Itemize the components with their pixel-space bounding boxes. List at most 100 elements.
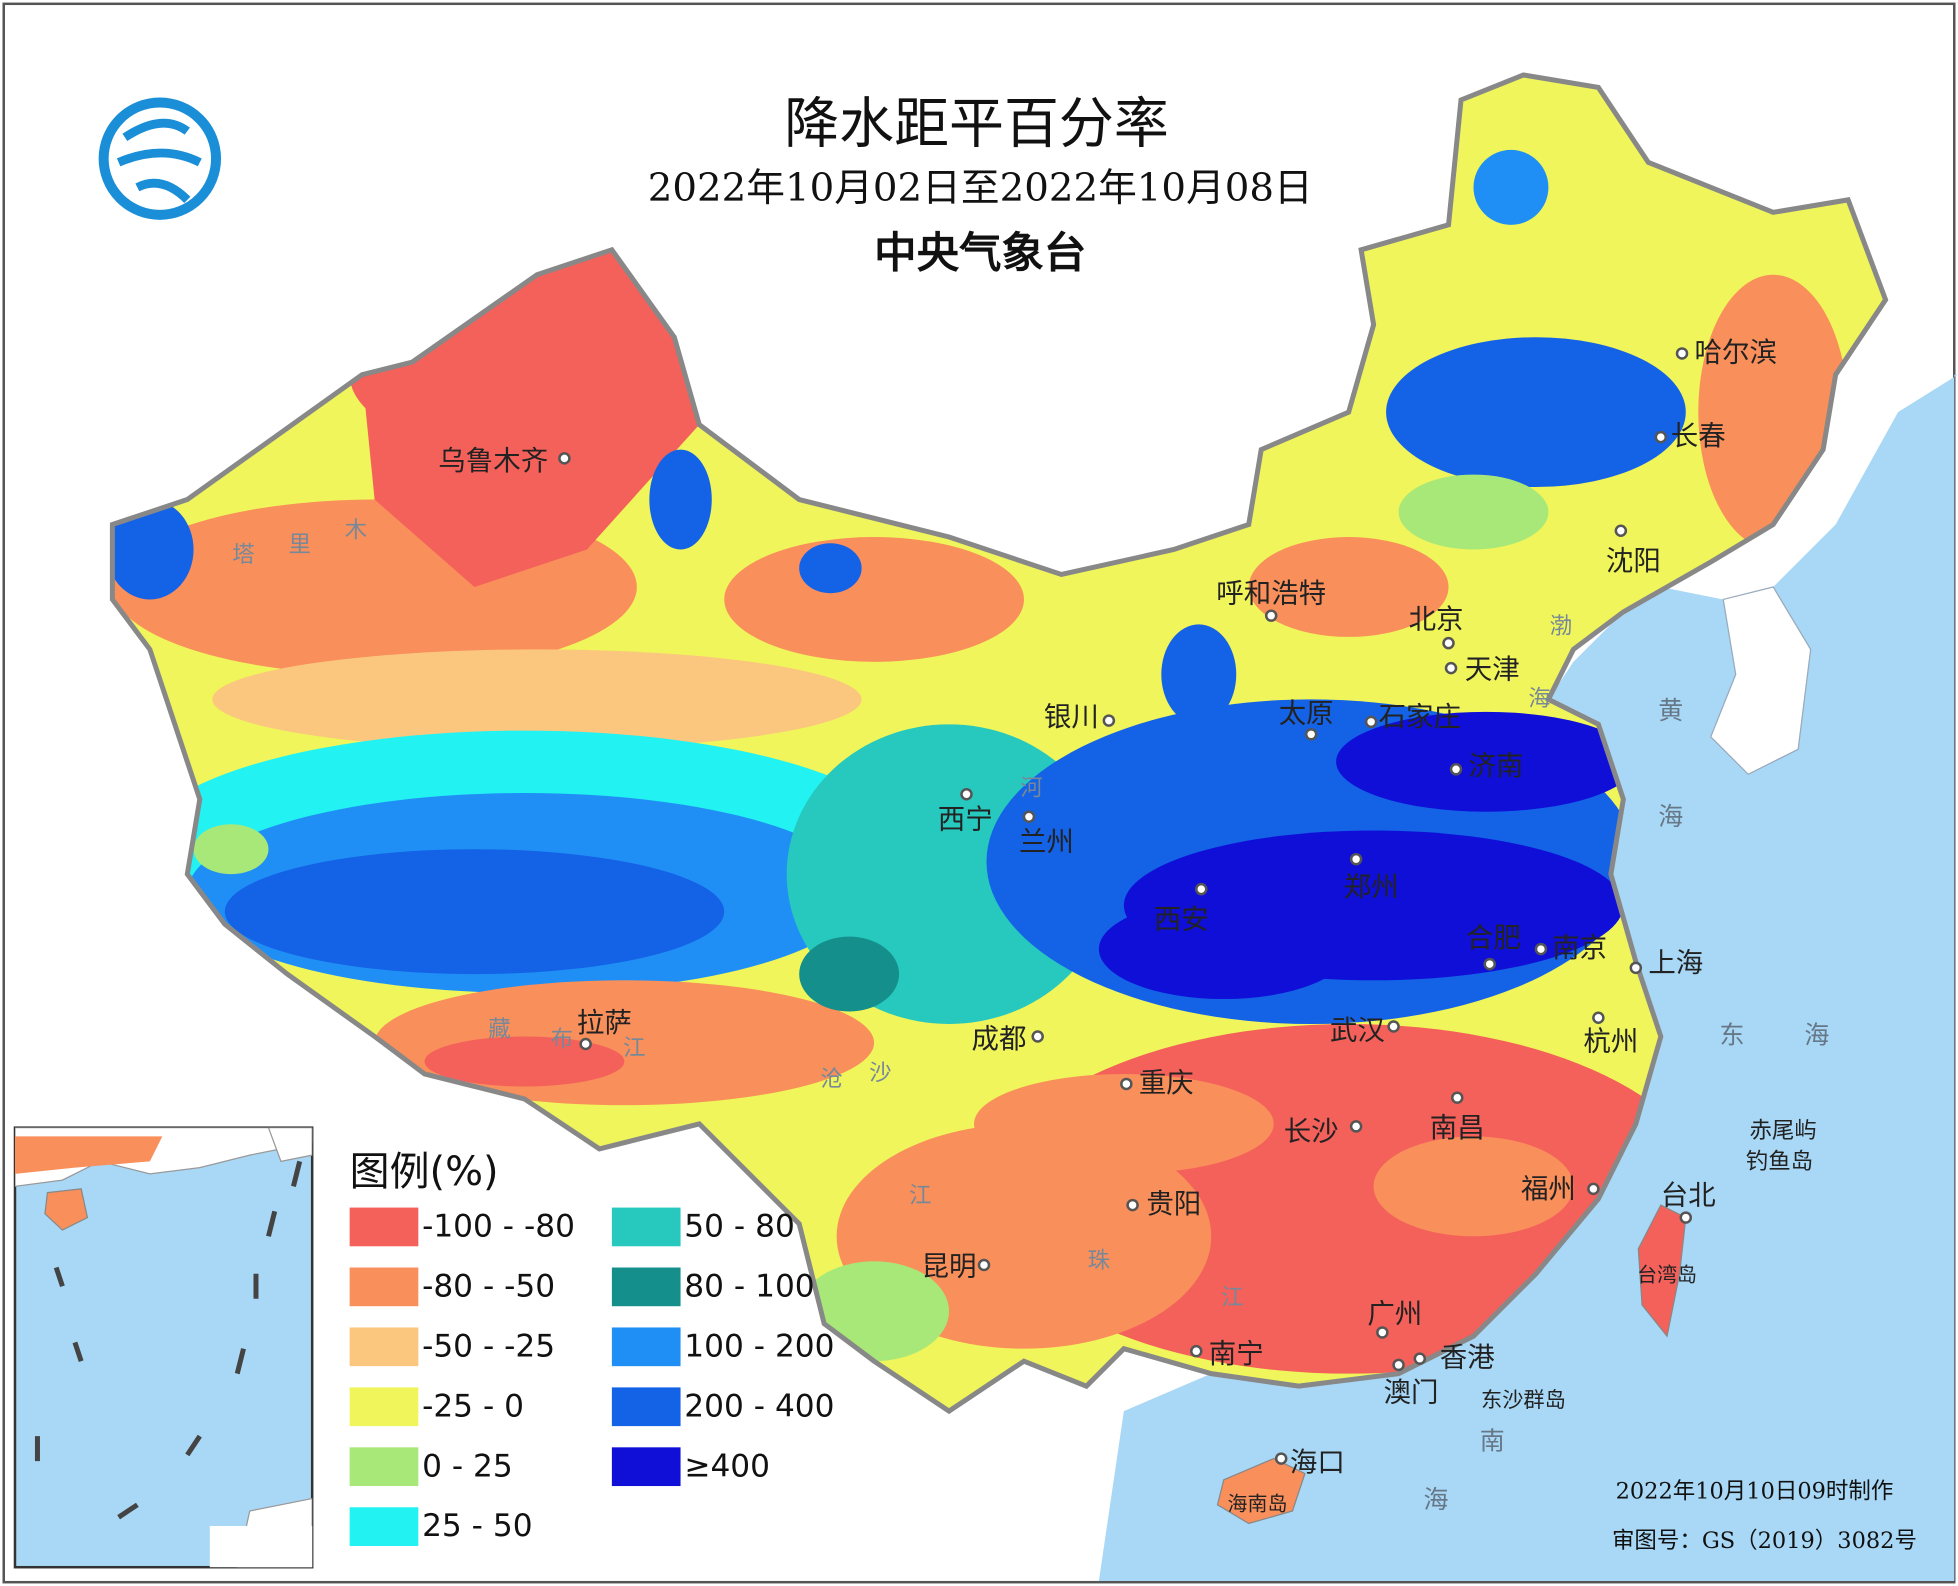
precip-area [1386,337,1686,488]
city-dot [1195,882,1208,896]
city-label: 成都 [972,1024,1027,1055]
precip-area [724,537,1024,662]
city-dot [1592,1011,1605,1025]
map-label: 布 [551,1027,573,1053]
city-dot [1679,1211,1693,1224]
city-label: 天津 [1465,655,1520,686]
city-dot [1102,714,1116,727]
city-dot [1442,636,1455,650]
precip-area [424,1036,625,1087]
legend-swatch [611,1207,681,1247]
legend-swatch [349,1387,419,1427]
map-label: 海南岛 [1228,1491,1288,1515]
legend-label: 80 - 100 [684,1268,814,1304]
precip-area [974,1073,1274,1174]
legend-label: 25 - 50 [422,1508,533,1544]
city-dot [1483,957,1496,971]
city-dot [1451,1091,1464,1104]
map-label: 塔 [232,542,254,568]
approval-note: 审图号：GS（2019）3082号 [1612,1528,1917,1554]
city-label: 贵阳 [1146,1189,1201,1220]
city-dot [977,1258,991,1272]
map-label: 木 [345,517,367,543]
city-label: 长沙 [1284,1117,1339,1148]
map-label: 赤尾屿 [1749,1118,1816,1144]
precip-area [224,849,725,975]
city-label: 福州 [1521,1174,1576,1205]
city-label: 哈尔滨 [1695,337,1777,368]
precip-area [799,936,900,1012]
map-label: 海 [1804,1021,1829,1050]
map-label: 海 [1424,1485,1449,1514]
city-label: 呼和浩特 [1216,578,1326,609]
city-label: 台北 [1661,1180,1716,1211]
legend-label: -50 - -25 [422,1328,555,1364]
city-dot [1364,715,1378,729]
city-dot [1031,1030,1044,1043]
precip-area [193,824,269,875]
city-label: 兰州 [1019,827,1074,858]
hainan [1216,1457,1306,1525]
city-label: 乌鲁木齐 [438,446,548,477]
legend-swatch [349,1327,419,1367]
legend-label: 200 - 400 [684,1388,834,1424]
city-dot [1629,961,1643,975]
city-label: 广州 [1367,1299,1422,1330]
city-label: 昆明 [922,1252,977,1283]
precip-area [1248,537,1449,637]
city-label: 银川 [1044,702,1099,733]
inset [13,1126,314,1569]
city-dot [1654,430,1668,444]
city-dot [1675,347,1689,360]
map-label: 江 [1221,1285,1243,1311]
city-dot [1449,763,1463,776]
city-dot [1392,1358,1405,1372]
city-label: 南昌 [1430,1113,1485,1144]
map-label: 东 [1719,1021,1744,1050]
city-dot [1126,1198,1139,1212]
city-label: 上海 [1648,948,1703,979]
precip-area [212,649,862,750]
made-note: 2022年10月10日09时制作 [1616,1478,1894,1504]
city-dot [1274,1452,1288,1465]
precip-area [1373,1136,1574,1237]
map-label: 沧 [820,1067,842,1093]
precip-area [1473,149,1549,225]
city-dot [1614,524,1628,538]
legend: 图例(%) -100 - -80 -80 - -50 -50 - -25 -25 - … [349,1149,835,1546]
city-dot [1587,1182,1600,1196]
city-dot [1349,852,1363,866]
city-dot [960,788,973,801]
legend-label: -25 - 0 [422,1388,524,1424]
city-dot [1534,942,1548,956]
map-label: 台湾岛 [1637,1263,1697,1287]
precip-area [1161,624,1237,725]
city-dot [558,452,571,465]
legend-swatch [611,1387,681,1427]
city-label: 香港 [1440,1343,1495,1374]
city-label: 杭州 [1583,1027,1638,1058]
korea-land [1710,586,1812,776]
legend-swatch [349,1267,419,1307]
legend-swatch [611,1267,681,1307]
title: 降水距平百分率 [784,92,1169,156]
city-dot [1387,1020,1400,1033]
legend-swatch [349,1447,419,1487]
nine-dash-line [34,1160,303,1520]
city-dot [1304,728,1318,741]
agency: 中央气象台 [874,230,1086,279]
legend-title: 图例(%) [350,1149,499,1195]
city-label: 北京 [1409,605,1464,636]
city-label: 济南 [1469,751,1524,782]
map-label: 藏 [488,1017,510,1043]
legend-swatch [611,1327,681,1367]
map-label: 江 [623,1035,645,1061]
city-label: 沈阳 [1606,546,1661,577]
city-dot [1413,1352,1427,1365]
map-label: 南 [1480,1426,1505,1455]
map-label: 东沙群岛 [1481,1388,1566,1413]
legend-label: 100 - 200 [684,1328,834,1364]
